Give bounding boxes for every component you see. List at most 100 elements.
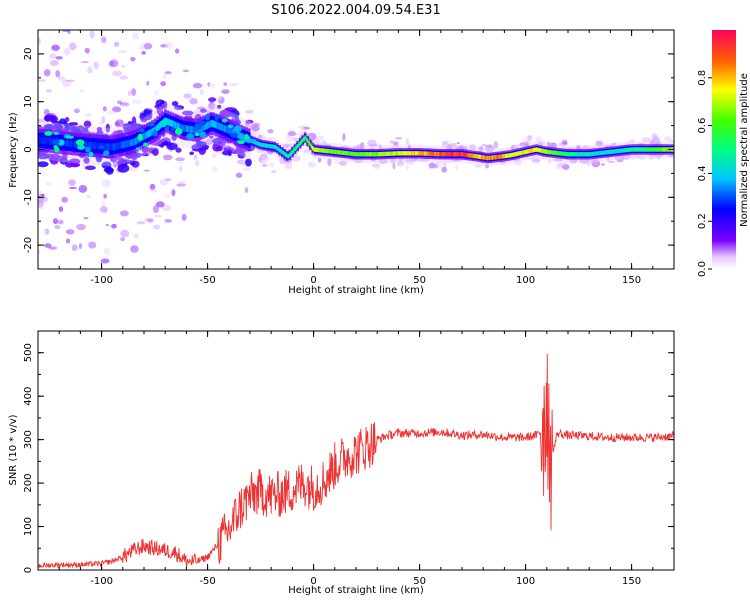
spectrum-ridge-cell xyxy=(535,147,538,152)
spectrum-noise-blob xyxy=(120,103,130,108)
spectrum-ridge-cell xyxy=(542,148,544,154)
spectrum-knot xyxy=(54,146,60,153)
spectrum-blob xyxy=(171,101,179,107)
spectrum-ridge-cell xyxy=(615,149,618,154)
spectrum-noise-blob xyxy=(143,169,150,172)
spectrum-noise-blob xyxy=(139,42,145,50)
spectrum-noise-blob xyxy=(485,163,489,169)
spectrum-noise-blob xyxy=(69,42,77,51)
spectrum-noise-blob xyxy=(45,182,52,186)
spectrum-ridge-cell xyxy=(520,150,523,155)
spectrum-noise-blob xyxy=(614,155,625,162)
spectrum-noise-blob xyxy=(223,82,228,86)
spectrum-noise-blob xyxy=(405,137,410,146)
spectrum-ridge-cell xyxy=(96,142,99,150)
spectrum-noise-blob xyxy=(143,43,153,50)
spectrum-ridge-cell xyxy=(593,151,595,156)
snr-y-axis: 0 100 200 300 400 500 xyxy=(23,330,674,573)
spectrum-ridge-cell xyxy=(229,127,232,135)
spectrum-ridge-cell xyxy=(566,152,569,157)
spectrum-noise-blob xyxy=(342,133,346,141)
snr-x-axis: -100 -50 0 50 100 150 xyxy=(37,331,675,587)
spectrum-ridge-cell xyxy=(577,152,580,157)
spectrum-knot xyxy=(142,142,149,147)
spectrum-ridge-cell xyxy=(540,148,543,153)
spectrum-noise-blob xyxy=(162,154,173,161)
spectrum-ridge-cell xyxy=(383,151,385,157)
spectrum-ridge-cell xyxy=(210,120,212,127)
spectrum-blob xyxy=(83,120,92,129)
spectrum-noise-blob xyxy=(113,41,120,47)
spectrum-ridge-cell xyxy=(414,151,417,156)
spectrum-ridge-cell xyxy=(224,125,226,133)
spectrum-noise-blob xyxy=(257,134,263,139)
spectrum-ridge-cell xyxy=(426,151,429,156)
spectrum-ridge-cell xyxy=(594,151,597,156)
spectrum-ridge-cell xyxy=(533,147,536,153)
spectrum-ridge-cell xyxy=(599,150,602,156)
spectrum-ridge-cell xyxy=(189,126,192,133)
spectrum-noise-blob xyxy=(83,217,89,220)
spectrum-ridge-cell xyxy=(289,152,291,157)
spectrum-ridge-cell xyxy=(90,142,93,149)
colorbar-axis: 0.0 0.2 0.4 0.6 0.8 xyxy=(697,70,712,277)
figure-title: S106.2022.004.09.54.E31 xyxy=(271,3,440,18)
spectrum-noise-blob xyxy=(57,76,65,80)
spectrum-ridge-cell xyxy=(89,142,92,149)
spectrum-ridge-cell xyxy=(267,143,270,149)
spectrum-noise-blob xyxy=(396,160,405,167)
spectrum-noise-blob xyxy=(130,245,139,253)
spectrum-noise-blob xyxy=(84,113,92,118)
spectrum-ridge-cell xyxy=(122,141,125,148)
spectrum-noise-blob xyxy=(548,159,552,164)
spectrum-noise-blob xyxy=(141,51,146,55)
spectrum-ridge-cell xyxy=(407,151,410,156)
spectrum-ridge-cell xyxy=(538,148,541,153)
spectrum-ridge-cell xyxy=(212,120,215,128)
spectrum-noise-blob xyxy=(131,32,139,40)
spectrum-ridge-cell xyxy=(493,155,496,160)
spectrum-ridge-cell xyxy=(168,119,171,126)
spectrum-ridge-cell xyxy=(74,140,76,148)
spectrum-ridge-cell xyxy=(571,152,574,157)
spectrum-ridge-cell xyxy=(346,151,349,156)
spectrum-ridge-cell xyxy=(436,151,439,157)
spectrum-ridge-cell xyxy=(306,138,309,144)
spectrum-ridge-cell xyxy=(490,155,492,160)
spectrum-ridge-cell xyxy=(67,140,70,147)
colorbar-tick-label: 0.8 xyxy=(697,70,708,86)
spectrum-ridge-cell xyxy=(539,148,542,153)
spectrum-noise-blob xyxy=(537,141,543,146)
spectrum-ridge-cell xyxy=(225,125,228,133)
spectrum-noise-blob xyxy=(38,204,44,210)
spectrum-ridge-cell xyxy=(601,150,604,155)
spectrum-knot xyxy=(152,129,158,137)
spectrum-ridge-cell xyxy=(66,139,69,147)
spectrum-ridge-cell xyxy=(398,151,401,156)
spectrum-ridge-cell xyxy=(464,152,467,157)
spectrum-ridge-cell xyxy=(568,152,571,157)
spectrum-noise-blob xyxy=(101,116,106,123)
y-tick-label: 500 xyxy=(23,343,34,362)
spectrum-blob xyxy=(130,123,142,127)
spectrum-ridge-cell xyxy=(543,149,546,154)
spectrum-ridge-cell xyxy=(614,149,617,154)
spectrum-ridge-cell xyxy=(642,147,645,152)
spectrum-ridge-cell xyxy=(374,152,377,157)
spectrum-ridge-cell xyxy=(497,154,500,160)
spectrum-ridge-cell xyxy=(304,135,307,140)
spectrum-ridge-cell xyxy=(314,147,317,152)
spectrum-noise-blob xyxy=(181,213,187,221)
spectrum-ridge-cell xyxy=(558,151,561,156)
spectrum-ridge-cell xyxy=(276,146,279,151)
spectrum-ridge-cell xyxy=(300,139,303,145)
spectrum-blob xyxy=(131,156,137,161)
spectrum-noise-blob xyxy=(217,95,222,102)
spectrum-ridge-cell xyxy=(207,121,210,129)
spectrum-blob xyxy=(181,110,194,116)
spectrum-ridge-cell xyxy=(272,144,275,149)
spectrum-ridge-cell xyxy=(596,151,599,156)
spectrum-ridge-cell xyxy=(587,152,590,157)
spectrum-noise-blob xyxy=(65,229,75,235)
